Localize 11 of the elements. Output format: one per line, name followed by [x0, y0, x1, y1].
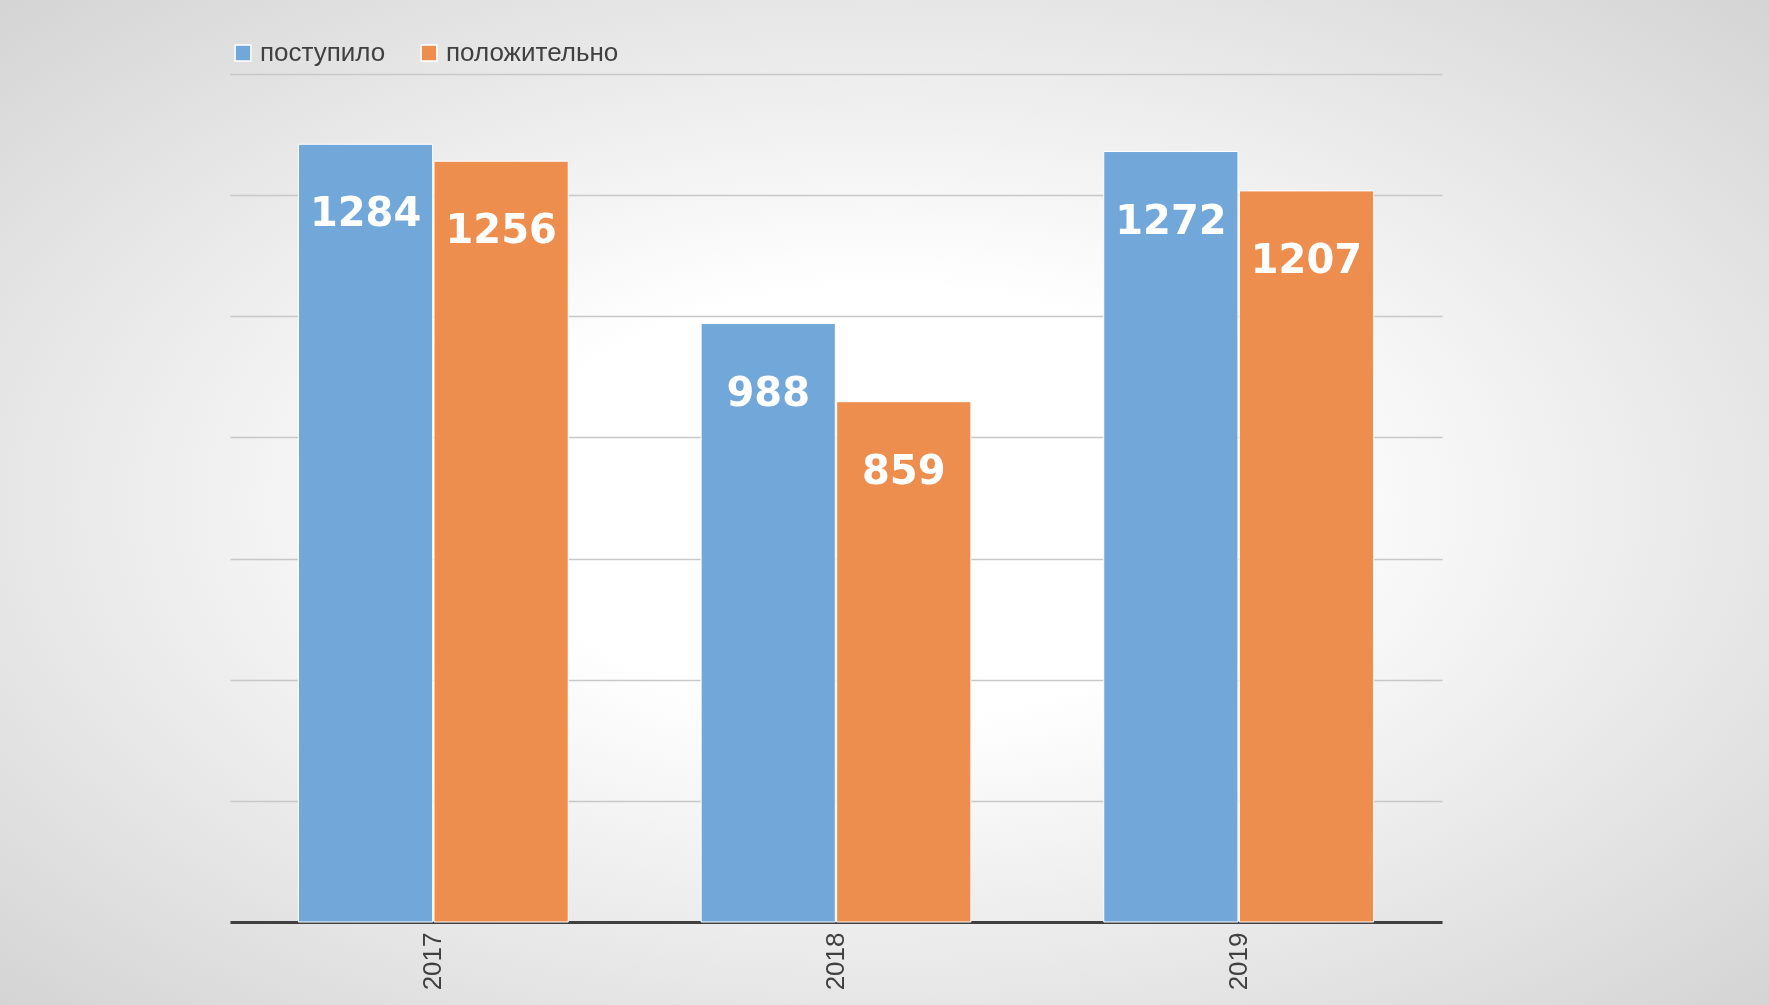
x-tick-label: 2019	[1222, 932, 1253, 991]
legend-label: поступило	[260, 37, 386, 67]
data-label: 1284	[309, 189, 422, 236]
data-label: 988	[726, 368, 810, 415]
data-label: 1256	[445, 206, 557, 253]
data-label: 1207	[1250, 235, 1363, 282]
data-label: 1272	[1115, 196, 1227, 243]
x-tick-label: 2018	[820, 932, 850, 991]
x-tick-label: 2017	[417, 932, 448, 991]
legend-label: положительно	[446, 37, 619, 67]
data-label: 859	[862, 446, 946, 493]
